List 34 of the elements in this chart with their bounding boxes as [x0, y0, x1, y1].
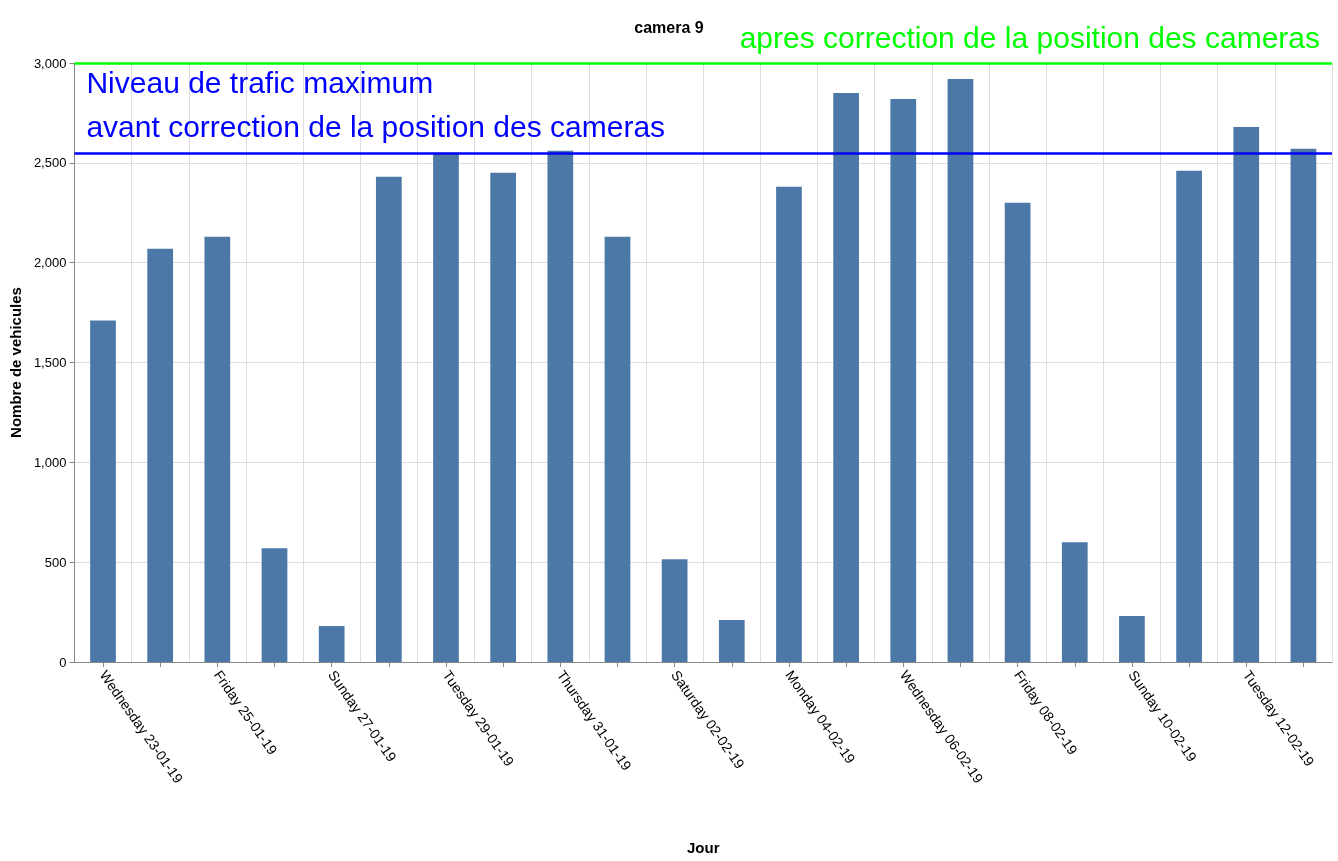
bar: [433, 152, 459, 662]
y-tick-label: 3,000: [33, 55, 67, 71]
bar: [261, 548, 288, 662]
bar: [1061, 542, 1088, 662]
bar: [890, 98, 917, 662]
bar: [718, 620, 745, 662]
bar: [318, 626, 345, 662]
x-axis-title: Jour: [686, 839, 720, 856]
ref-line-label: Niveau de trafic maximum avant correction de la position des cameras: [86, 66, 666, 144]
bar: [776, 186, 802, 662]
y-tick-label: 2,500: [33, 155, 67, 171]
bar: [90, 320, 116, 662]
ref-line-label: apres correction de la position des cameras: [739, 20, 1320, 54]
bar: [490, 172, 517, 662]
bar: [1119, 616, 1145, 662]
y-axis-title: Nombre de vehicules: [7, 287, 24, 438]
bar: [661, 559, 688, 662]
y-tick-label: 1,000: [33, 454, 67, 470]
bar: [147, 248, 174, 662]
y-tick-label: 2,000: [33, 255, 67, 271]
bar: [604, 236, 631, 662]
y-tick-label: 1,500: [33, 355, 67, 370]
bar: [375, 176, 402, 662]
y-tick-label: 500: [44, 554, 67, 570]
bar: [204, 236, 231, 662]
bar: [1004, 202, 1031, 662]
y-tick-label: 0: [59, 654, 67, 670]
chart-title: camera 9: [634, 18, 704, 36]
bar: [1290, 148, 1317, 662]
bar: [547, 150, 574, 662]
bar: [833, 92, 859, 662]
bar: [947, 78, 974, 662]
bar: [1233, 126, 1260, 662]
bar: [1176, 170, 1202, 662]
